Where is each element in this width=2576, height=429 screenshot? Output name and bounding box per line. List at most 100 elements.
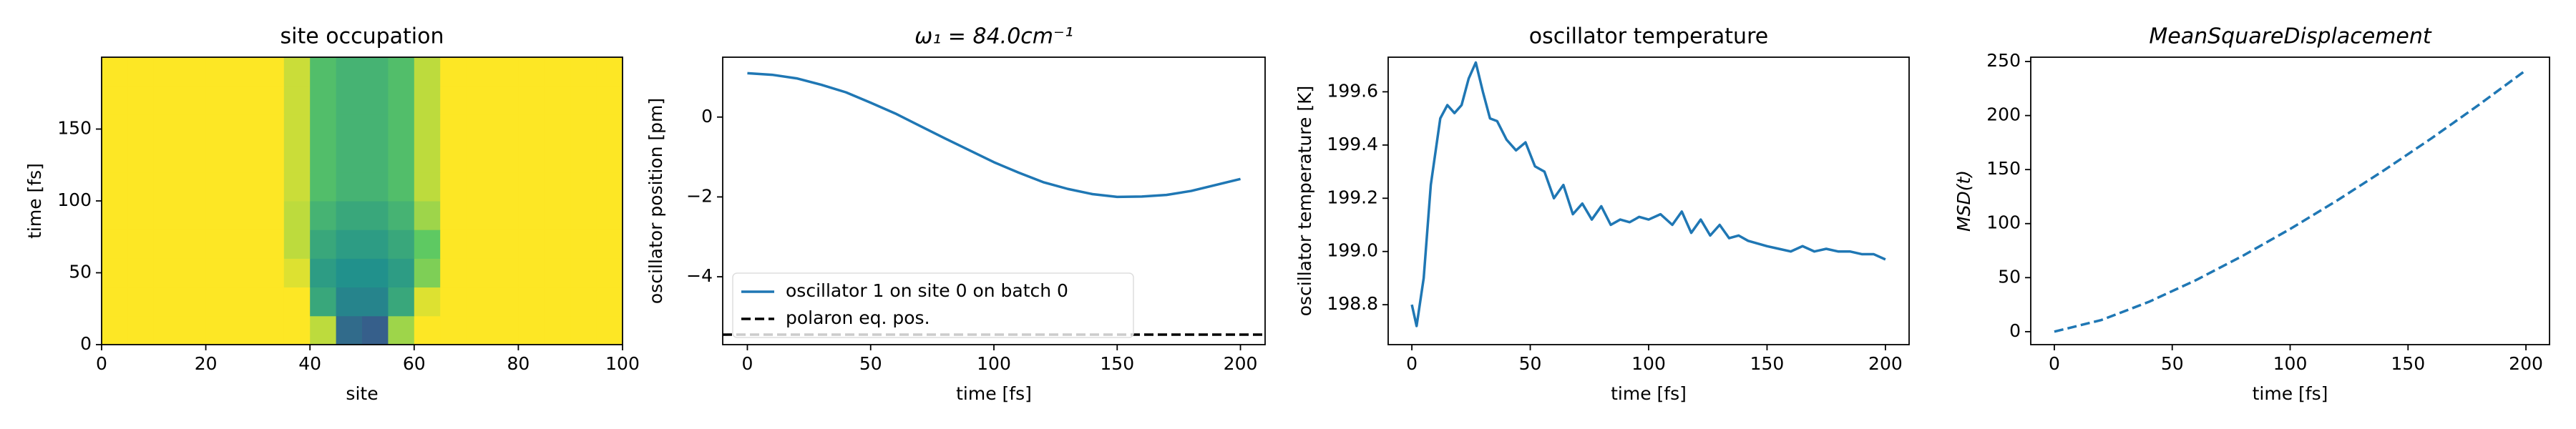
- heat-cell: [544, 143, 571, 173]
- heat-cell: [440, 201, 467, 230]
- heat-cell: [232, 315, 258, 345]
- heat-cell: [283, 315, 311, 345]
- x-tick-label: 50: [859, 353, 882, 374]
- heat-cell: [544, 86, 571, 115]
- heat-cell: [492, 143, 519, 173]
- data-line: [2054, 69, 2527, 333]
- heat-cell: [440, 258, 467, 288]
- heat-cell: [440, 86, 467, 115]
- heat-cell: [570, 258, 597, 288]
- heat-cell: [205, 172, 233, 202]
- heat-cell: [570, 201, 597, 230]
- heat-cell: [362, 201, 389, 230]
- heat-cell: [336, 143, 363, 173]
- heat-cell: [544, 57, 571, 87]
- heat-cell: [153, 172, 180, 202]
- heat-cell: [205, 143, 233, 173]
- heat-cell: [205, 201, 233, 230]
- heat-cell: [518, 172, 545, 202]
- heat-cell: [596, 230, 623, 259]
- y-tick-label: 200: [1986, 104, 2021, 125]
- heat-cell: [466, 114, 493, 144]
- heat-cell: [258, 258, 285, 288]
- x-tick-label: 50: [2161, 353, 2184, 374]
- y-axis-label: oscillator position [pm]: [645, 98, 666, 304]
- heat-cell: [466, 172, 493, 202]
- x-tick-label: 200: [2509, 353, 2543, 374]
- heat-cell: [232, 201, 258, 230]
- heat-cell: [414, 287, 441, 317]
- heat-cell: [153, 143, 180, 173]
- heat-cell: [414, 172, 441, 202]
- heat-cell: [414, 258, 441, 288]
- heat-cell: [388, 172, 415, 202]
- heat-cell: [153, 258, 180, 288]
- heat-cell: [336, 315, 363, 345]
- data-line: [1410, 61, 1886, 327]
- heat-cell: [466, 230, 493, 259]
- heat-cell: [258, 230, 285, 259]
- heat-cell: [153, 114, 180, 144]
- heat-cell: [258, 315, 285, 345]
- heat-cell: [544, 287, 571, 317]
- heat-cell: [544, 258, 571, 288]
- heat-cell: [102, 258, 128, 288]
- heat-cell: [283, 57, 311, 87]
- y-tick-label: 150: [1986, 158, 2021, 179]
- heat-cell: [180, 86, 207, 115]
- heat-cell: [570, 287, 597, 317]
- heat-cell: [205, 287, 233, 317]
- heat-cell: [596, 201, 623, 230]
- heat-cell: [440, 315, 467, 345]
- heat-cell: [232, 143, 258, 173]
- heat-cell: [596, 86, 623, 115]
- heat-cell: [440, 230, 467, 259]
- x-tick-label: 150: [2391, 353, 2425, 374]
- x-tick-label: 200: [1868, 353, 1903, 374]
- heat-cell: [570, 143, 597, 173]
- heat-cell: [283, 143, 311, 173]
- heat-cell: [388, 57, 415, 87]
- x-axis-label: time [fs]: [1611, 383, 1687, 404]
- heat-cell: [362, 315, 389, 345]
- heat-cell: [596, 143, 623, 173]
- y-axis-label: oscillator temperature [K]: [1294, 86, 1315, 317]
- y-tick-label: −2: [686, 185, 713, 206]
- heat-cell: [102, 143, 128, 173]
- x-tick-label: 0: [2049, 353, 2060, 374]
- heat-cell: [518, 258, 545, 288]
- heat-cell: [570, 315, 597, 345]
- heat-cell: [388, 230, 415, 259]
- heat-cell: [127, 114, 155, 144]
- heat-cell: [153, 287, 180, 317]
- heat-cell: [153, 86, 180, 115]
- axes-frame: [2030, 56, 2550, 345]
- heat-cell: [362, 287, 389, 317]
- x-tick-label: 0: [742, 353, 753, 374]
- chart-title: oscillator temperature: [1529, 24, 1768, 49]
- x-tick-label: 100: [605, 353, 640, 374]
- heat-cell: [258, 114, 285, 144]
- heat-cell: [440, 287, 467, 317]
- heat-cell: [492, 315, 519, 345]
- heat-cell: [414, 86, 441, 115]
- heat-cell: [466, 258, 493, 288]
- heat-cell: [492, 287, 519, 317]
- x-axis-label: time [fs]: [2253, 383, 2328, 404]
- heat-cell: [388, 258, 415, 288]
- heat-cell: [258, 172, 285, 202]
- y-tick-label: 50: [69, 262, 92, 282]
- heat-cell: [232, 57, 258, 87]
- x-tick-label: 100: [2273, 353, 2308, 374]
- heat-cell: [102, 315, 128, 345]
- x-axis-label: time [fs]: [956, 383, 1032, 404]
- heat-cell: [440, 143, 467, 173]
- x-tick-label: 40: [298, 353, 321, 374]
- heat-cell: [362, 258, 389, 288]
- heat-cell: [205, 315, 233, 345]
- heat-cell: [518, 315, 545, 345]
- heat-cell: [127, 86, 155, 115]
- heat-cell: [310, 230, 337, 259]
- heat-cell: [336, 287, 363, 317]
